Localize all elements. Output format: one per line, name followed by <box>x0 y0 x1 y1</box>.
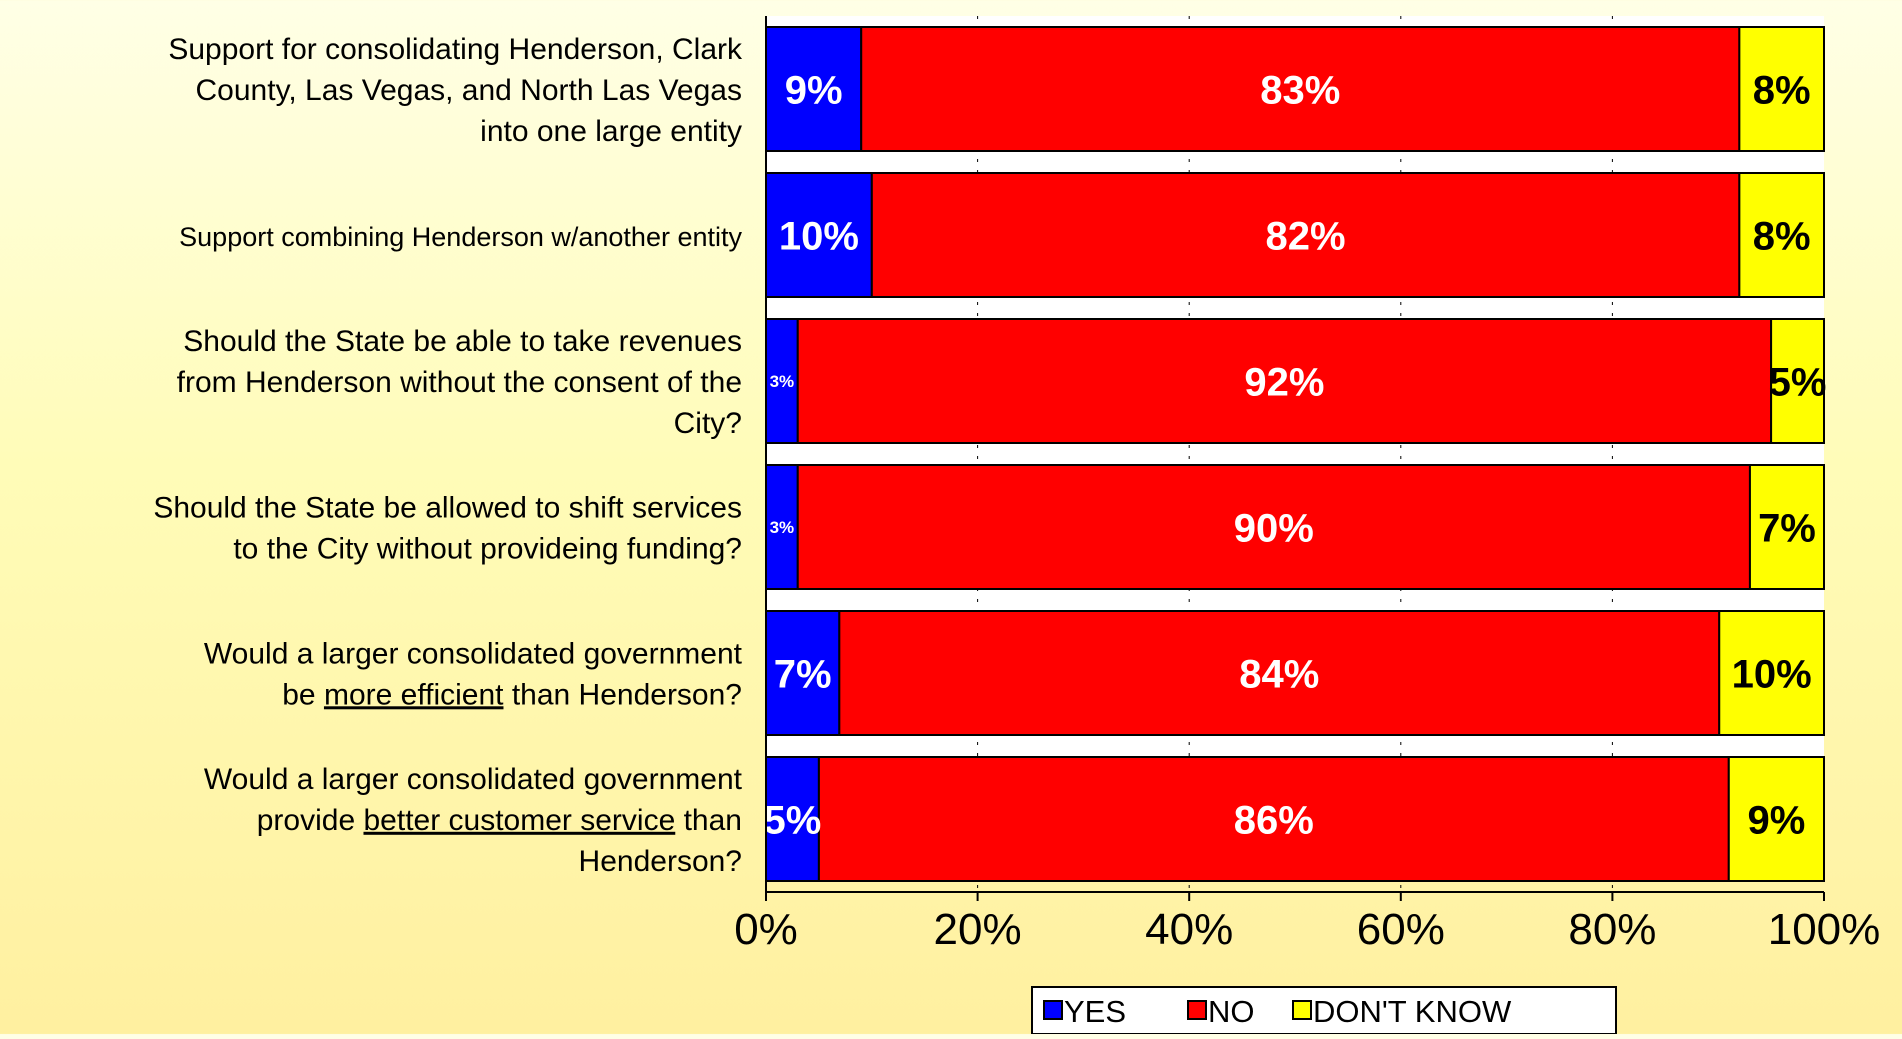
data-label: 3% <box>770 518 795 537</box>
data-label: 86% <box>1234 798 1314 842</box>
bar-segment-don-t-know <box>1748 464 1825 590</box>
x-tick-label: 0% <box>734 905 798 954</box>
x-tick-label: 60% <box>1357 905 1445 954</box>
category-label: County, Las Vegas, and North Las Vegas <box>196 74 742 107</box>
data-label: 9% <box>785 68 843 112</box>
legend-label: NO <box>1208 994 1255 1029</box>
data-label: 10% <box>779 214 859 258</box>
x-tick-label: 100% <box>1768 905 1881 954</box>
category-label: from Henderson without the consent of th… <box>177 366 742 399</box>
x-tick-label: 40% <box>1145 905 1233 954</box>
data-label: 92% <box>1244 360 1324 404</box>
category-label: Should the State be allowed to shift ser… <box>153 491 742 524</box>
category-label: Henderson? <box>579 845 742 878</box>
legend: YES NO DON'T KNOW <box>1031 986 1617 1035</box>
data-label: 90% <box>1234 506 1314 550</box>
data-label: 7% <box>1758 506 1816 550</box>
bars <box>765 26 1826 882</box>
category-labels: Support for consolidating Henderson, Cla… <box>153 33 743 878</box>
category-label: into one large entity <box>480 115 742 148</box>
x-tick-label: 20% <box>934 905 1022 954</box>
legend-box <box>1031 986 1617 1035</box>
bar-segment-no <box>796 464 1751 590</box>
bar-segment-no <box>870 172 1741 298</box>
legend-swatch-yes <box>1043 1000 1063 1020</box>
data-label: 3% <box>770 372 795 391</box>
category-label: Should the State be able to take revenue… <box>183 325 742 358</box>
data-label: 8% <box>1753 68 1811 112</box>
bar-segment-don-t-know <box>1727 756 1826 882</box>
bar-segment-don-t-know <box>1770 318 1825 444</box>
data-label: 83% <box>1260 68 1340 112</box>
data-label: 5% <box>1769 360 1827 404</box>
bar-segment-no <box>860 26 1741 152</box>
bar-segment-yes <box>765 26 863 152</box>
category-label: to the City without provideing funding? <box>233 532 742 565</box>
legend-label: YES <box>1064 994 1126 1029</box>
legend-label: DON'T KNOW <box>1313 994 1512 1029</box>
bar-segment-don-t-know <box>1738 172 1825 298</box>
legend-swatch-don-t-know <box>1292 1000 1312 1020</box>
bar-segment-don-t-know <box>1738 26 1825 152</box>
data-label: 84% <box>1239 652 1319 696</box>
category-label: Support combining Henderson w/another en… <box>179 222 742 252</box>
bar-segment-no <box>796 318 1773 444</box>
bar-segment-yes <box>765 172 873 298</box>
legend-swatch-no <box>1187 1000 1207 1020</box>
data-label: 82% <box>1266 214 1346 258</box>
data-label: 7% <box>774 652 832 696</box>
x-tick-label: 80% <box>1568 905 1656 954</box>
data-label: 5% <box>764 798 822 842</box>
data-label: 10% <box>1732 652 1812 696</box>
category-label: be more efficient than Henderson? <box>282 678 742 711</box>
bar-segment-no <box>817 756 1730 882</box>
category-label: Would a larger consolidated government <box>204 637 743 670</box>
data-labels: 9% 83% 8% 10% 82% 8% 3% 92% 5% 3% 90% 7% 7% 84% 10% 5% 8… <box>764 68 1827 842</box>
x-axis: 0% 20% 40% 60% 80% 100% <box>734 16 1880 954</box>
bar-segment-don-t-know <box>1718 610 1826 736</box>
data-label: 8% <box>1753 214 1811 258</box>
data-label: 9% <box>1747 798 1805 842</box>
category-label: City? <box>674 407 742 440</box>
category-label: Support for consolidating Henderson, Cla… <box>168 33 743 66</box>
bar-segment-no <box>838 610 1721 736</box>
category-label: provide better customer service than <box>257 804 742 837</box>
category-label: Would a larger consolidated government <box>204 763 743 796</box>
